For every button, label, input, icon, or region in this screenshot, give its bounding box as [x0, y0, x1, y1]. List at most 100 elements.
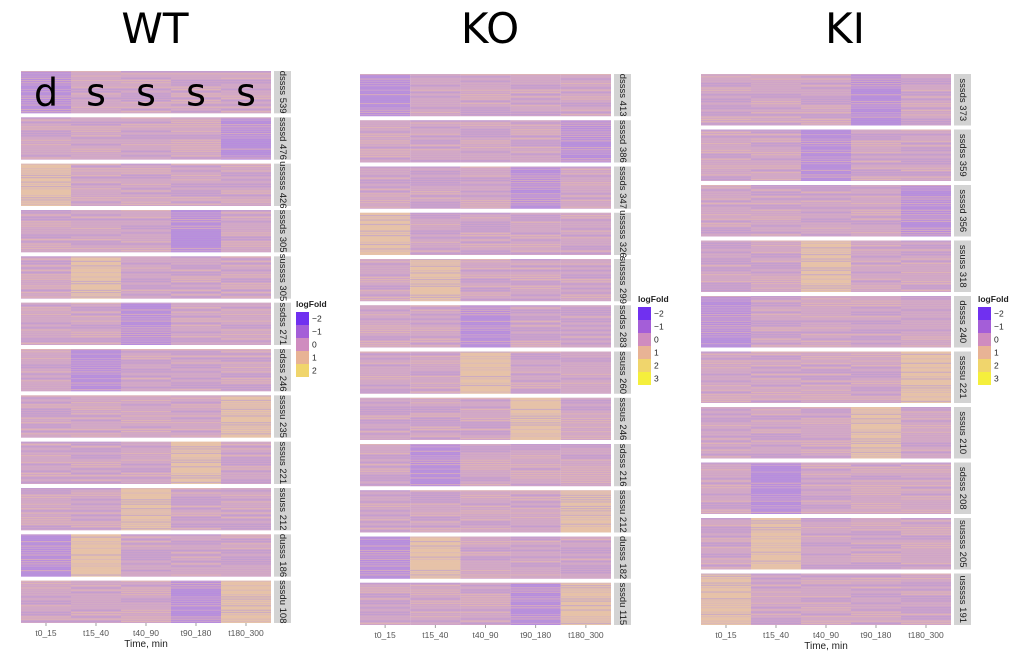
texture-line	[510, 431, 561, 433]
texture-line	[701, 174, 751, 176]
legend-swatch	[978, 320, 991, 333]
texture-line	[360, 270, 411, 272]
texture-line	[701, 322, 751, 325]
texture-line	[171, 152, 221, 155]
texture-line	[171, 382, 221, 384]
texture-line	[171, 410, 221, 413]
texture-line	[21, 514, 71, 516]
texture-line	[410, 345, 461, 347]
texture-line	[701, 89, 751, 91]
texture-line	[121, 366, 171, 369]
texture-line	[360, 521, 411, 523]
texture-line	[460, 345, 511, 347]
texture-line	[460, 248, 511, 250]
texture-line	[410, 276, 461, 279]
texture-line	[510, 320, 561, 323]
texture-line	[901, 202, 951, 205]
texture-line	[71, 216, 121, 218]
texture-line	[171, 165, 221, 168]
texture-line	[510, 114, 561, 116]
texture-line	[121, 230, 171, 232]
texture-line	[71, 362, 121, 364]
texture-line	[701, 320, 751, 322]
texture-line	[410, 468, 461, 470]
texture-line	[21, 364, 71, 366]
texture-line	[460, 574, 511, 576]
texture-line	[171, 547, 221, 549]
texture-line	[801, 389, 851, 391]
texture-line	[851, 489, 901, 491]
texture-line	[560, 102, 611, 105]
texture-line	[510, 340, 561, 343]
texture-line	[560, 402, 611, 404]
texture-line	[510, 569, 561, 572]
texture-line	[460, 239, 511, 241]
texture-line	[410, 355, 461, 358]
texture-line	[851, 76, 901, 78]
texture-line	[360, 188, 411, 190]
texture-line	[360, 563, 411, 565]
texture-line	[221, 479, 271, 481]
texture-line	[701, 318, 751, 320]
texture-line	[121, 428, 171, 430]
texture-line	[21, 124, 71, 126]
texture-line	[21, 567, 71, 569]
texture-line	[560, 177, 611, 179]
strip-label-bg	[614, 74, 631, 117]
texture-line	[701, 547, 751, 549]
texture-line	[221, 311, 271, 313]
texture-line	[901, 74, 951, 76]
texture-line	[21, 351, 71, 353]
texture-line	[71, 382, 121, 384]
texture-line	[121, 430, 171, 433]
texture-line	[171, 452, 221, 455]
texture-line	[701, 607, 751, 609]
texture-line	[121, 225, 171, 227]
texture-line	[851, 121, 901, 123]
texture-line	[510, 622, 561, 624]
texture-line	[410, 263, 461, 265]
texture-line	[510, 589, 561, 591]
texture-line	[901, 509, 951, 511]
texture-line	[901, 553, 951, 556]
texture-line	[851, 207, 901, 209]
texture-line	[71, 256, 121, 258]
texture-line	[560, 259, 611, 261]
texture-line	[460, 230, 511, 232]
texture-line	[801, 343, 851, 345]
texture-line	[460, 419, 511, 422]
cell-texture	[901, 573, 951, 624]
texture-line	[71, 82, 121, 84]
texture-line	[360, 496, 411, 499]
texture-line	[751, 280, 801, 283]
texture-line	[121, 168, 171, 170]
texture-line	[460, 505, 511, 508]
texture-line	[21, 519, 71, 521]
texture-line	[560, 195, 611, 197]
texture-line	[701, 415, 751, 418]
texture-line	[560, 459, 611, 461]
texture-line	[701, 518, 751, 520]
texture-line	[851, 440, 901, 442]
texture-line	[510, 199, 561, 202]
texture-line	[560, 314, 611, 316]
texture-line	[751, 187, 801, 189]
texture-line	[851, 413, 901, 415]
texture-line	[801, 484, 851, 487]
texture-line	[701, 438, 751, 440]
texture-line	[71, 594, 121, 596]
texture-line	[701, 304, 751, 307]
texture-line	[801, 151, 851, 154]
texture-line	[701, 487, 751, 489]
texture-line	[71, 452, 121, 455]
texture-line	[21, 111, 71, 113]
texture-line	[360, 433, 411, 435]
texture-line	[221, 183, 271, 185]
texture-line	[510, 96, 561, 98]
texture-line	[701, 156, 751, 158]
texture-line	[121, 146, 171, 148]
texture-line	[171, 128, 221, 130]
texture-line	[21, 477, 71, 479]
texture-line	[801, 216, 851, 218]
texture-line	[71, 567, 121, 569]
